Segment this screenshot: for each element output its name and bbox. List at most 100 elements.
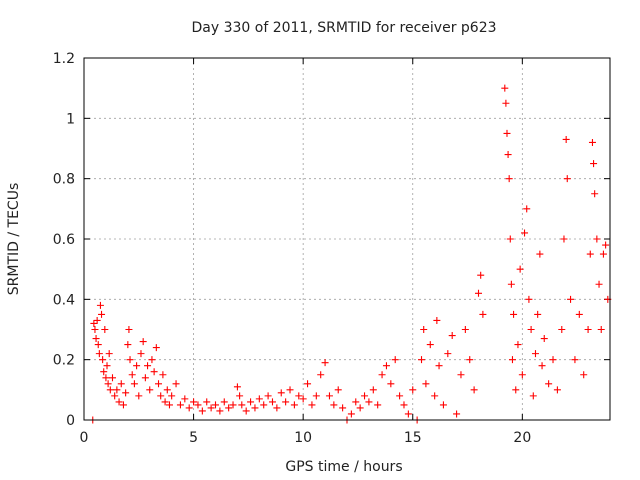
data-point [477, 271, 485, 279]
data-point [502, 99, 510, 107]
y-tick-label: 1.2 [53, 51, 75, 67]
data-point [597, 326, 605, 333]
data-point [233, 383, 241, 391]
data-point [553, 386, 561, 394]
data-point [304, 380, 312, 388]
data-point [595, 280, 603, 288]
data-point [422, 380, 430, 388]
data-point [157, 392, 165, 400]
data-point [90, 319, 98, 327]
data-point [176, 401, 184, 409]
plot-frame [83, 57, 611, 421]
data-point [260, 401, 268, 409]
data-point [339, 404, 347, 412]
data-point [347, 410, 355, 418]
data-point [400, 401, 408, 409]
data-point [220, 398, 228, 406]
data-point [529, 392, 537, 400]
axis-ticks: 0 5 10 15 20 0 0.2 0.4 0.6 0.8 1 1.2 [53, 51, 610, 446]
x-tick-label: 5 [189, 430, 198, 446]
data-point [409, 386, 417, 394]
chart-title: Day 330 of 2011, SRMTID for receiver p62… [191, 20, 496, 36]
data-point [117, 380, 125, 388]
data-point [126, 356, 134, 364]
data-point [207, 404, 215, 412]
data-point [330, 401, 338, 409]
y-tick-label: 0.2 [53, 353, 75, 369]
data-point [567, 295, 575, 303]
data-point [531, 350, 539, 358]
data-point [125, 326, 133, 333]
data-point [387, 380, 395, 388]
data-point [96, 301, 104, 309]
x-tick-label: 0 [80, 430, 89, 446]
data-point [321, 359, 329, 367]
data-point [137, 350, 145, 358]
data-point [295, 392, 303, 400]
data-point [124, 341, 132, 349]
data-point [391, 356, 399, 364]
data-point [435, 362, 443, 370]
data-point [91, 326, 99, 333]
data-point [508, 356, 516, 364]
data-point [216, 407, 224, 415]
data-point [525, 295, 533, 303]
data-point [165, 401, 173, 409]
data-point [571, 356, 579, 364]
data-point [479, 310, 487, 318]
data-point [426, 341, 434, 349]
data-point [161, 398, 169, 406]
data-point [104, 380, 112, 388]
y-tick-label: 0.6 [53, 232, 75, 248]
data-point [98, 310, 106, 318]
data-point [418, 356, 426, 364]
data-point [461, 326, 469, 333]
data-point [95, 350, 103, 358]
data-point [290, 401, 298, 409]
data-point [325, 392, 333, 400]
data-point [108, 374, 116, 382]
data-point [146, 386, 154, 394]
data-point [106, 386, 114, 394]
data-point [93, 316, 101, 324]
data-point [334, 386, 342, 394]
data-point [584, 326, 592, 333]
data-point [591, 190, 599, 198]
data-point [563, 175, 571, 183]
data-point [92, 335, 100, 343]
data-point [518, 371, 526, 379]
data-point [510, 310, 518, 318]
data-point [102, 374, 110, 382]
data-point [588, 138, 596, 146]
data-point [190, 398, 198, 406]
data-point [139, 338, 147, 346]
data-point [236, 392, 244, 400]
data-point [506, 235, 514, 243]
data-point [457, 371, 465, 379]
data-point [111, 392, 119, 400]
data-point [212, 401, 219, 409]
data-point [374, 401, 382, 409]
y-tick-label: 0 [66, 413, 75, 429]
y-tick-label: 0.8 [53, 172, 75, 188]
data-point [99, 356, 107, 364]
data-point [503, 129, 511, 137]
data-point [504, 151, 512, 159]
data-points [89, 84, 612, 424]
data-point [130, 380, 138, 388]
data-point [163, 386, 171, 394]
data-point [352, 398, 360, 406]
data-point [575, 310, 583, 318]
data-point [369, 386, 377, 394]
data-point [527, 326, 535, 333]
data-point [181, 395, 189, 403]
data-point [439, 401, 447, 409]
data-point [593, 235, 601, 243]
grid-lines [84, 58, 610, 420]
data-point [558, 326, 566, 333]
data-point [396, 392, 404, 400]
data-point [238, 401, 246, 409]
data-point [133, 362, 141, 370]
data-point [545, 380, 553, 388]
data-point [135, 392, 143, 400]
